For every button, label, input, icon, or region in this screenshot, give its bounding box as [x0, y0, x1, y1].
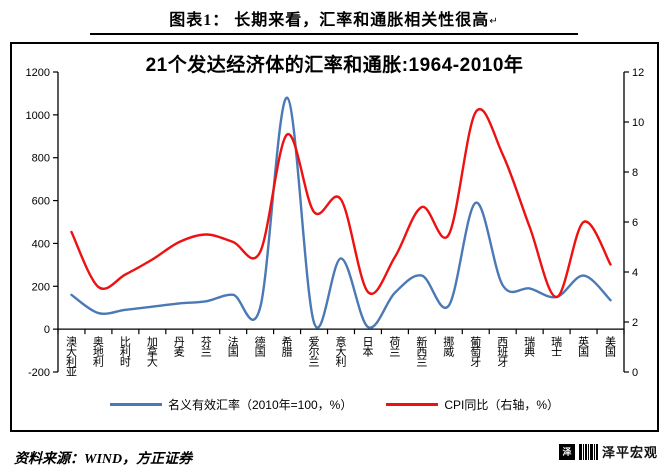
- axis-tick-label: 400: [32, 238, 50, 250]
- axis-tick-label: 8: [632, 167, 638, 179]
- title-underline: [90, 33, 578, 35]
- legend-item: CPI同比（右轴，%）: [386, 396, 559, 413]
- axis-tick-label: 0: [632, 367, 638, 379]
- axis-tick-label: 6: [632, 217, 638, 229]
- axis-tick-label: 4: [632, 267, 638, 279]
- barcode-icon: [578, 443, 598, 460]
- legend-line-swatch: [386, 403, 439, 406]
- chart-title: 21个发达经济体的汇率和通胀:1964-2010年: [145, 55, 524, 76]
- axis-tick-label: 12: [632, 67, 644, 79]
- watermark-label: 泽平宏观: [601, 445, 658, 460]
- paragraph-mark-icon: ↵: [489, 15, 499, 27]
- axis-tick-label: 1200: [26, 67, 50, 79]
- logo-icon: 泽: [558, 443, 575, 460]
- page-title: 图表1： 长期来看，汇率和通胀相关性很高↵: [0, 6, 668, 30]
- axis-tick-label: 1000: [26, 110, 50, 122]
- legend-label: 名义有效汇率（2010年=100，%）: [167, 398, 353, 412]
- page-title-text: 图表1： 长期来看，汇率和通胀相关性很高: [169, 12, 490, 29]
- series-line: [70, 96, 612, 329]
- axis-tick-label: 600: [32, 196, 50, 208]
- series-line: [70, 108, 612, 299]
- chart-container: -200 0 200 400 600 800 1000 1200 0 2 4 6 8 10 12 21个发达…: [10, 42, 659, 432]
- axis-tick-label: -200: [28, 367, 50, 379]
- source-note: 资料来源：WIND，方正证券: [14, 452, 193, 467]
- legend-line-swatch: [109, 403, 162, 406]
- axis-tick-label: 2: [632, 317, 638, 329]
- brand-watermark: 泽 泽平宏观: [558, 442, 658, 461]
- axis-tick-label: 10: [632, 117, 644, 129]
- axis-tick-label: 800: [32, 153, 50, 165]
- axis-tick-label: 200: [32, 281, 50, 293]
- legend-label: CPI同比（右轴，%）: [444, 398, 560, 412]
- axis-tick-label: 0: [44, 324, 50, 336]
- chart-plot: -200 0 200 400 600 800 1000 1200 0 2 4 6 8 10 12: [26, 67, 645, 379]
- legend-item: 名义有效汇率（2010年=100，%）: [109, 396, 353, 413]
- chart-legend: 名义有效汇率（2010年=100，%） CPI同比（右轴，%）: [12, 396, 657, 413]
